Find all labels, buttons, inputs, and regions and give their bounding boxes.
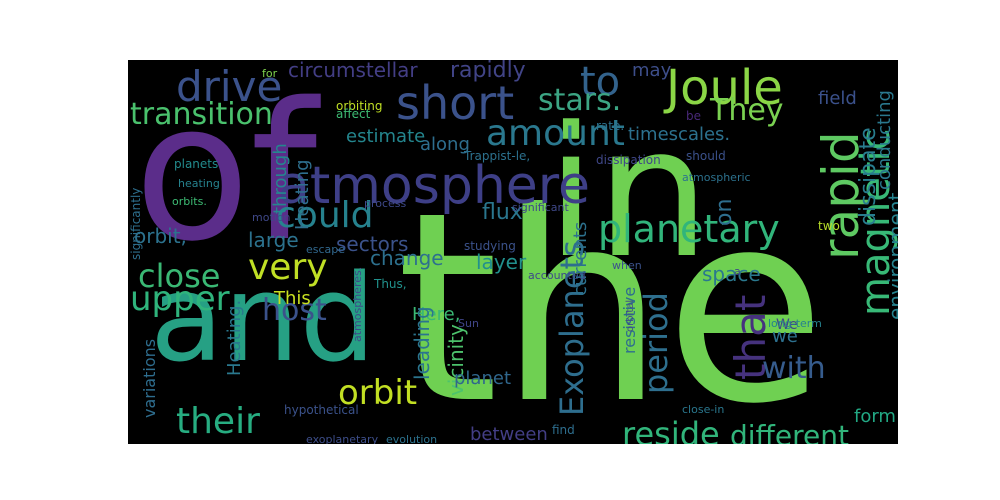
cloud-word: two	[818, 219, 840, 233]
cloud-word: atmospheres.	[351, 266, 364, 342]
cloud-word: space	[702, 262, 761, 286]
cloud-word: for	[262, 67, 278, 80]
cloud-word: currents	[570, 221, 591, 296]
cloud-word: atmospheric	[682, 171, 751, 184]
cloud-word: orbits.	[172, 195, 207, 208]
cloud-word: escape	[306, 243, 346, 256]
cloud-word: They	[710, 93, 784, 128]
cloud-word: exoplanetary	[306, 433, 379, 444]
cloud-word: sectors	[336, 232, 409, 256]
cloud-word: between	[470, 424, 548, 444]
cloud-word: process	[364, 197, 407, 210]
cloud-word: host	[262, 293, 327, 328]
cloud-word: may	[632, 60, 672, 81]
cloud-word: Trappist-le,	[464, 149, 531, 163]
cloud-word: close-in	[682, 403, 725, 416]
cloud-word: dissipate	[856, 127, 881, 226]
cloud-word: large	[248, 228, 299, 252]
cloud-word: timescales.	[628, 124, 731, 145]
cloud-word: affect	[336, 107, 371, 121]
cloud-word: significantly	[129, 187, 143, 260]
cloud-word: a	[734, 265, 741, 278]
cloud-word: flux	[482, 200, 523, 225]
cloud-word: amount	[486, 113, 625, 154]
cloud-word: planets	[174, 157, 219, 171]
cloud-word: orbit	[338, 373, 418, 413]
cloud-word: should	[686, 149, 726, 163]
cloud-word: on	[712, 198, 737, 226]
cloud-word: Joule	[666, 60, 783, 116]
cloud-word: Thus,	[374, 277, 407, 291]
cloud-word: evolution	[386, 433, 438, 444]
cloud-word: and	[150, 250, 376, 389]
cloud-word: through	[270, 143, 291, 214]
cloud-word: Sun	[458, 317, 479, 330]
cloud-word: hypothetical	[284, 403, 359, 417]
cloud-word: to	[580, 60, 621, 105]
cloud-word: heating	[178, 177, 220, 190]
cloud-word: with	[762, 351, 826, 386]
cloud-word: accounted	[528, 269, 586, 282]
cloud-word: rate.	[596, 119, 625, 133]
cloud-word: We	[776, 317, 798, 333]
cloud-word: drive	[176, 62, 283, 111]
cloud-word: estimate	[346, 126, 426, 147]
cloud-word: environment	[884, 192, 898, 320]
cloud-word: in	[546, 89, 711, 298]
cloud-word: orbiting	[336, 99, 383, 113]
cloud-word: planet	[454, 368, 511, 389]
cloud-word: orbital	[625, 299, 636, 332]
cloud-word: field	[818, 88, 857, 109]
cloud-word: variations	[140, 338, 159, 418]
cloud-word: long-term	[768, 317, 822, 330]
cloud-word: planetary	[598, 207, 780, 251]
cloud-word: This	[274, 288, 311, 309]
cloud-word: along	[420, 134, 470, 155]
cloud-word: rapidly	[450, 60, 526, 83]
cloud-word: of	[134, 62, 318, 283]
cloud-word: layer	[476, 250, 527, 274]
cloud-word: form	[854, 406, 896, 427]
word-cloud: the of in and atmosphere Joule short drive to rap…	[128, 60, 898, 444]
cloud-word: Here,	[412, 304, 461, 325]
cloud-word: stars.	[538, 83, 622, 118]
cloud-word: when	[612, 259, 642, 272]
cloud-word: upper	[130, 279, 230, 319]
cloud-word: leading	[410, 306, 434, 380]
cloud-word: different	[730, 419, 849, 445]
cloud-word: close	[138, 257, 221, 295]
cloud-word: motion	[252, 211, 291, 224]
cloud-word: very	[248, 247, 328, 288]
cloud-word: be	[686, 109, 701, 123]
cloud-word: we	[772, 326, 798, 347]
cloud-word: orbit,	[134, 224, 187, 248]
cloud-word: Heating	[292, 159, 313, 230]
cloud-word: Heating.	[224, 299, 245, 376]
cloud-word: circumstellar	[288, 60, 418, 82]
cloud-word: atmosphere	[278, 156, 590, 216]
cloud-word: transition	[130, 97, 273, 132]
cloud-word: short	[396, 76, 515, 130]
cloud-word: period	[637, 292, 675, 394]
cloud-word: dissipation	[596, 153, 661, 167]
cloud-word: find	[552, 423, 575, 437]
cloud-word: studying	[464, 239, 516, 253]
cloud-word: reside	[622, 415, 720, 444]
cloud-word: significant	[512, 201, 569, 214]
cloud-word: could	[276, 195, 374, 236]
cloud-word: their	[176, 401, 260, 442]
cloud-word: change	[370, 246, 444, 270]
cloud-word: the	[396, 156, 826, 444]
